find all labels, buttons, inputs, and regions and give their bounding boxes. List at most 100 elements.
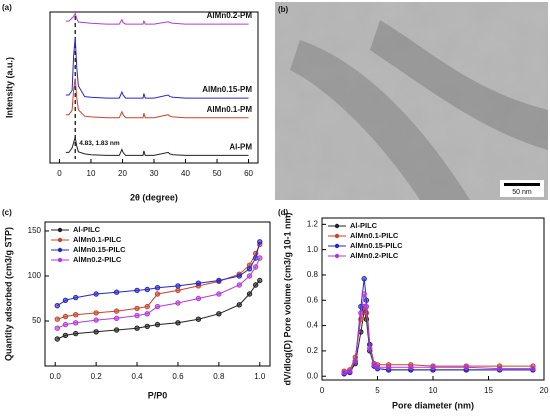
data-point <box>62 332 69 339</box>
legend-label: Al-PILC <box>73 225 101 234</box>
x-tick-label: 0.0 <box>50 372 62 381</box>
y-axis-label: Quantity adsorbed (cm3/g STP) <box>3 227 13 361</box>
data-point <box>408 364 414 371</box>
series-line <box>65 37 249 99</box>
series-line <box>65 12 249 25</box>
y-tick-label: 0.8 <box>307 270 319 279</box>
y-tick-label: 0.2 <box>307 346 319 355</box>
data-point <box>341 369 347 376</box>
data-point <box>236 282 243 288</box>
y-tick-label: 100 <box>28 271 42 280</box>
data-point <box>134 312 140 319</box>
data-point <box>72 320 79 326</box>
data-point <box>93 329 99 335</box>
data-point <box>347 368 353 374</box>
data-point <box>144 303 150 310</box>
series-label: Al-PM <box>229 143 252 152</box>
data-point <box>530 365 536 372</box>
legend-label: AlMn0.1-PILC <box>350 231 399 240</box>
x-tick-label: 40 <box>181 169 190 178</box>
x-tick-label: 10 <box>429 386 438 395</box>
legend-label: AlMn0.2-PILC <box>73 255 122 264</box>
data-point <box>463 364 469 371</box>
data-point <box>113 308 120 314</box>
panel-label: (c) <box>2 208 12 217</box>
data-point <box>93 291 99 297</box>
x-tick-label: 20 <box>118 169 127 178</box>
data-point <box>72 312 79 318</box>
legend-label: AlMn0.2-PILC <box>350 251 399 260</box>
data-point <box>62 297 69 303</box>
data-point <box>195 295 202 302</box>
y-tick-label: 0.6 <box>307 295 319 304</box>
x-tick-label: 60 <box>244 169 253 178</box>
y-tick-label: 0.0 <box>307 371 319 380</box>
panel-label: (d) <box>278 208 289 217</box>
data-point <box>54 336 60 342</box>
tem-image: 50 nm <box>275 2 548 200</box>
data-point <box>358 310 364 316</box>
x-tick-label: 0.2 <box>91 372 103 381</box>
legend-marker <box>57 257 63 263</box>
legend-marker <box>334 253 340 259</box>
legend-label: AlMn0.15-PILC <box>350 241 403 250</box>
data-point <box>252 282 259 288</box>
data-point <box>216 291 222 297</box>
data-point <box>144 311 150 317</box>
data-point <box>154 291 161 297</box>
data-point <box>54 316 60 322</box>
x-tick-label: 0.8 <box>213 372 225 381</box>
data-point <box>113 327 120 333</box>
data-point <box>72 294 79 301</box>
image-sheet <box>290 40 470 200</box>
plot: 0 10 20 30 40 50 60 2θ (degree) Intensity (a.u.)… <box>4 11 259 202</box>
series-line <box>65 137 249 156</box>
y-tick-label: 50 <box>32 316 41 325</box>
plot: 0 5 10 15 20 0.0 0.2 0.4 0.6 0.8 1.0 1.2 Pore diamet… <box>282 212 549 410</box>
data-point <box>216 277 222 284</box>
panel-label: (a) <box>2 3 12 12</box>
data-point <box>236 273 243 279</box>
x-tick-label: 1.0 <box>254 372 266 381</box>
data-point <box>246 273 253 279</box>
data-point <box>216 311 222 317</box>
data-point <box>154 303 161 310</box>
x-axis-label: P/P0 <box>148 390 168 400</box>
data-point <box>93 310 99 316</box>
legend-marker <box>334 243 340 249</box>
x-tick-label: 0 <box>57 169 62 178</box>
data-point <box>252 264 259 270</box>
y-tick-label: 1.2 <box>307 219 319 228</box>
x-tick-label: 50 <box>213 169 222 178</box>
data-point <box>175 300 181 306</box>
series-line <box>65 78 249 119</box>
series-label: AlMn0.15-PM <box>202 85 252 94</box>
data-point <box>175 283 181 289</box>
data-point <box>361 291 367 297</box>
data-point <box>496 365 503 372</box>
data-point <box>385 364 392 371</box>
data-point <box>367 345 373 352</box>
legend-marker <box>57 237 63 243</box>
data-point <box>134 325 140 331</box>
x-tick-label: 30 <box>150 169 159 178</box>
x-tick-label: 5 <box>375 386 380 395</box>
data-point <box>246 266 253 272</box>
data-point <box>154 321 161 328</box>
data-point <box>175 287 181 294</box>
x-tick-label: 15 <box>484 386 493 395</box>
data-point <box>154 285 161 291</box>
panel-label: (b) <box>278 5 289 14</box>
x-axis-label: 2θ (degree) <box>130 192 178 202</box>
y-tick-label: 1.0 <box>307 245 319 254</box>
legend-marker <box>57 227 63 233</box>
data-point <box>134 305 140 312</box>
data-point <box>257 255 263 261</box>
legend-marker <box>334 223 340 229</box>
image-sheet <box>370 20 548 150</box>
data-point <box>257 239 263 245</box>
x-axis-label: Pore diameter (nm) <box>392 400 474 410</box>
scale-bar-label: 50 nm <box>512 189 532 196</box>
y-tick-label: 0.4 <box>307 321 319 330</box>
